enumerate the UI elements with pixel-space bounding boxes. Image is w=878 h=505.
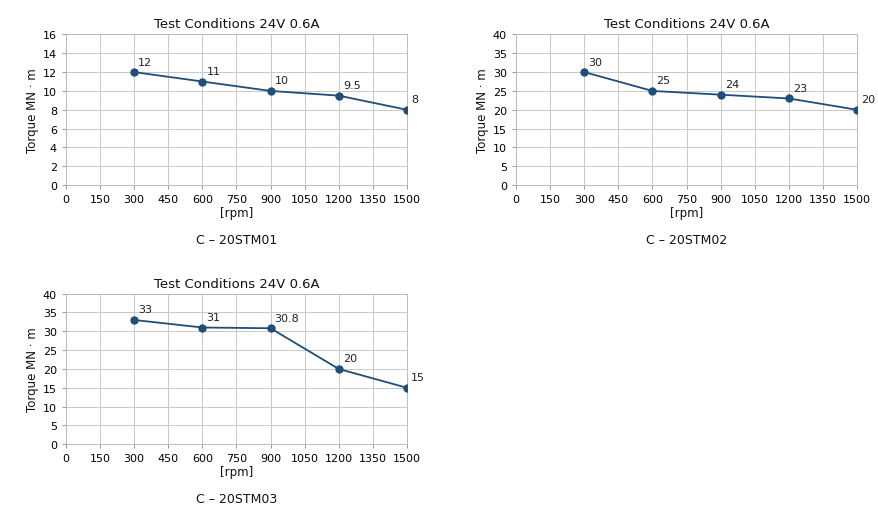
X-axis label: [rpm]: [rpm] bbox=[220, 465, 253, 478]
X-axis label: [rpm]: [rpm] bbox=[669, 206, 702, 219]
Text: 30: 30 bbox=[587, 58, 601, 67]
Y-axis label: Torque MN · m: Torque MN · m bbox=[25, 68, 39, 153]
Text: 11: 11 bbox=[206, 67, 220, 77]
Text: 24: 24 bbox=[724, 80, 738, 90]
Text: 33: 33 bbox=[138, 305, 152, 315]
Text: 30.8: 30.8 bbox=[274, 313, 299, 323]
X-axis label: [rpm]: [rpm] bbox=[220, 206, 253, 219]
Text: C – 20STM01: C – 20STM01 bbox=[196, 234, 277, 247]
Title: Test Conditions 24V 0.6A: Test Conditions 24V 0.6A bbox=[603, 19, 768, 31]
Text: 10: 10 bbox=[274, 76, 288, 86]
Text: 8: 8 bbox=[411, 95, 418, 105]
Text: 9.5: 9.5 bbox=[342, 81, 360, 91]
Text: C – 20STM02: C – 20STM02 bbox=[645, 234, 726, 247]
Text: 12: 12 bbox=[138, 58, 152, 67]
Y-axis label: Torque MN · m: Torque MN · m bbox=[25, 327, 39, 412]
Text: 15: 15 bbox=[411, 373, 425, 382]
Text: C – 20STM03: C – 20STM03 bbox=[196, 492, 277, 505]
Text: 20: 20 bbox=[342, 354, 356, 364]
Title: Test Conditions 24V 0.6A: Test Conditions 24V 0.6A bbox=[154, 19, 319, 31]
Text: 25: 25 bbox=[656, 76, 670, 86]
Text: 20: 20 bbox=[860, 95, 874, 105]
Text: 23: 23 bbox=[792, 84, 806, 94]
Y-axis label: Torque MN · m: Torque MN · m bbox=[475, 68, 488, 153]
Text: 31: 31 bbox=[206, 312, 220, 322]
Title: Test Conditions 24V 0.6A: Test Conditions 24V 0.6A bbox=[154, 277, 319, 290]
